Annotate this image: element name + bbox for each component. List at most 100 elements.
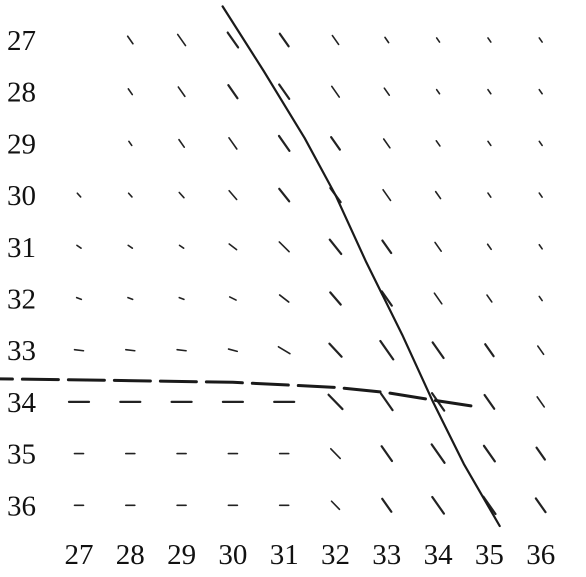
y-tick-label: 29 [7, 128, 36, 160]
vector-mark [330, 136, 341, 151]
y-tick-label: 35 [7, 439, 36, 471]
vector-mark [434, 190, 442, 200]
vector-mark [75, 296, 83, 301]
y-axis-tick-labels: 27 28 29 30 31 32 33 34 35 36 [7, 25, 37, 522]
y-tick-label: 27 [7, 25, 36, 57]
x-tick-label: 34 [424, 539, 454, 571]
y-tick-label: 28 [7, 77, 36, 109]
vector-mark [487, 140, 492, 147]
vector-mark [127, 192, 133, 198]
vector-mark [178, 244, 185, 250]
vector-mark [379, 339, 395, 361]
vector-mark [483, 393, 496, 410]
vector-marks [67, 31, 547, 516]
vector-mark [176, 348, 187, 352]
y-tick-label: 32 [7, 284, 36, 316]
vector-mark [278, 32, 290, 48]
vector-mark [226, 31, 240, 49]
vector-mark [127, 244, 134, 250]
vector-mark [383, 87, 391, 97]
vector-mark [381, 497, 393, 513]
vector-mark [176, 33, 187, 47]
y-tick-label: 36 [7, 490, 36, 522]
vector-mark [431, 495, 446, 515]
y-tick-label: 31 [7, 232, 36, 264]
vector-mark [534, 497, 547, 514]
x-tick-label: 36 [526, 539, 555, 571]
vector-mark [76, 192, 82, 198]
vector-mark [430, 443, 446, 464]
vector-mark [380, 290, 393, 307]
vector-mark [434, 241, 442, 252]
vector-mark [487, 37, 492, 43]
vector-mark [328, 238, 343, 256]
vector-mark [127, 88, 134, 96]
vector-mark [382, 188, 392, 202]
vector-mark [178, 296, 185, 301]
vector-mark [329, 291, 342, 306]
vector-mark [482, 444, 496, 463]
curves [0, 5, 501, 528]
vector-mark [486, 243, 492, 251]
vector-mark [381, 239, 393, 255]
vector-mark [384, 36, 390, 44]
vector-mark [178, 138, 186, 148]
x-tick-label: 27 [65, 539, 94, 571]
x-tick-label: 29 [167, 539, 196, 571]
vector-mark [228, 136, 238, 150]
vector-mark [330, 500, 341, 511]
vector-mark [536, 396, 546, 408]
vector-mark [228, 243, 238, 251]
vector-mark [178, 191, 185, 199]
vector-mark [435, 37, 441, 43]
vector-mark [76, 244, 82, 250]
vector-mark [535, 446, 546, 461]
vector-mark [277, 345, 291, 355]
x-axis-tick-labels: 27 28 29 30 31 32 33 34 35 36 [65, 539, 556, 571]
vector-mark [73, 348, 85, 352]
vector-mark [538, 295, 543, 302]
vector-mark [277, 134, 291, 152]
vector-mark [227, 348, 239, 353]
vector-mark [278, 241, 290, 253]
vector-mark [125, 348, 136, 352]
y-tick-label: 34 [7, 387, 37, 419]
vector-mark [379, 392, 394, 412]
dashed-curve [0, 377, 481, 409]
vector-mark [382, 138, 391, 149]
x-tick-label: 28 [116, 539, 145, 571]
vector-mark [328, 342, 343, 358]
vector-mark [278, 294, 290, 303]
vector-mark [227, 84, 239, 100]
solid-curve [221, 5, 501, 528]
vector-mark [177, 86, 186, 98]
vector-mark [128, 140, 133, 147]
y-tick-label: 30 [7, 180, 36, 212]
vector-mark [331, 34, 340, 46]
vector-mark [126, 35, 134, 45]
vector-mark [330, 447, 341, 460]
vector-mark [538, 140, 543, 147]
vector-mark [327, 393, 344, 411]
vector-mark [431, 341, 445, 360]
vector-mark [538, 243, 543, 250]
x-tick-label: 30 [218, 539, 247, 571]
x-tick-label: 35 [475, 539, 504, 571]
vector-mark [487, 192, 492, 198]
vector-mark [330, 85, 341, 98]
vector-mark [228, 296, 237, 301]
vector-mark [127, 296, 134, 301]
vector-mark [538, 88, 543, 95]
y-tick-label: 33 [7, 335, 36, 367]
vector-mark [484, 343, 495, 358]
vector-mark [486, 294, 493, 303]
vector-mark [487, 88, 492, 95]
vector-mark [278, 187, 291, 203]
vector-mark [433, 292, 443, 305]
vector-mark [537, 345, 545, 356]
vector-mark [538, 37, 543, 43]
x-tick-label: 31 [270, 539, 299, 571]
vector-mark [435, 140, 441, 147]
vector-mark [228, 189, 238, 201]
x-tick-label: 32 [321, 539, 350, 571]
